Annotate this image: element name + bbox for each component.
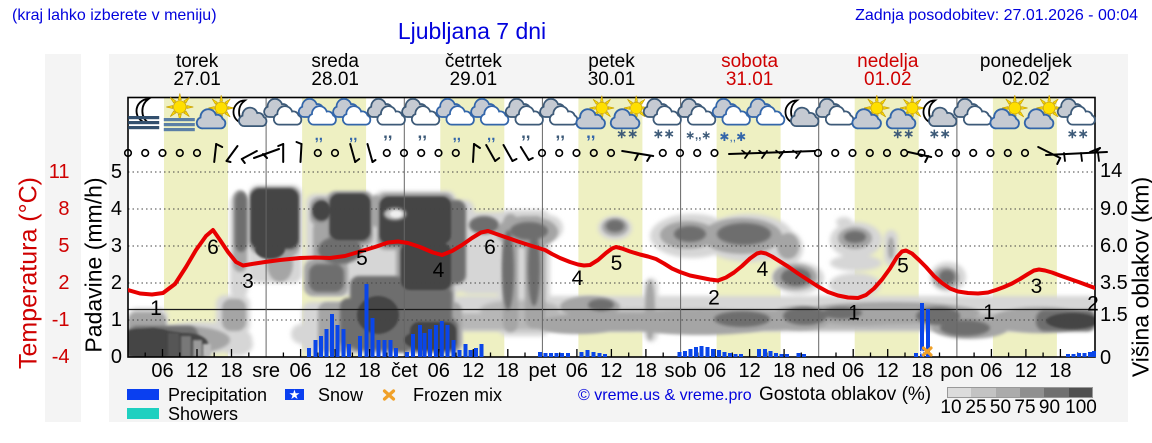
svg-text:,,: ,,	[586, 123, 595, 142]
svg-text:1: 1	[150, 297, 162, 320]
svg-text:∗∗: ∗∗	[892, 126, 914, 141]
svg-text:4: 4	[572, 267, 584, 290]
svg-text:∗∗: ∗∗	[1067, 126, 1089, 141]
svg-text:∗,,∗: ∗,,∗	[685, 130, 711, 142]
svg-text:6: 6	[484, 236, 496, 259]
svg-text:∗∗: ∗∗	[616, 126, 638, 141]
svg-text:∗∗: ∗∗	[929, 126, 951, 141]
svg-text:4: 4	[757, 258, 769, 281]
svg-text:,,: ,,	[555, 123, 564, 142]
svg-text:5: 5	[897, 255, 909, 278]
svg-text:3: 3	[1031, 275, 1043, 298]
svg-text:,,: ,,	[453, 127, 461, 144]
svg-text:,,: ,,	[487, 127, 495, 144]
svg-text:2: 2	[708, 287, 720, 310]
svg-text:∗∗: ∗∗	[653, 126, 675, 141]
svg-text:1: 1	[848, 302, 860, 325]
svg-text:,,: ,,	[315, 127, 323, 144]
svg-text:4: 4	[433, 259, 445, 282]
svg-text:1: 1	[983, 301, 995, 324]
svg-text:,,: ,,	[349, 127, 357, 144]
svg-text:,,: ,,	[383, 123, 392, 142]
svg-text:✱,,✱: ✱,,✱	[719, 130, 746, 144]
svg-text:,,: ,,	[521, 123, 530, 142]
svg-text:✶: ✶	[918, 348, 926, 359]
svg-text:5: 5	[611, 252, 623, 275]
svg-text:6: 6	[207, 236, 219, 259]
svg-text:5: 5	[356, 247, 368, 270]
svg-text:,,: ,,	[417, 123, 426, 142]
svg-text:3: 3	[242, 270, 254, 293]
svg-text:2: 2	[1087, 293, 1099, 316]
